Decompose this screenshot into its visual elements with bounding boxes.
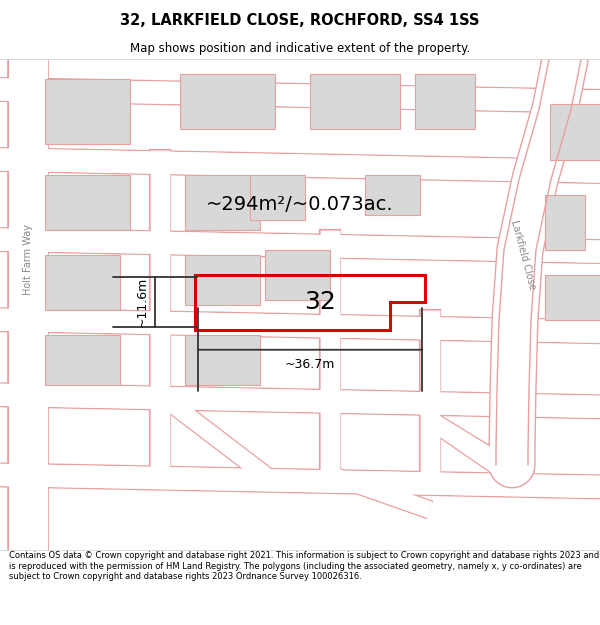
Text: ~294m²/~0.073ac.: ~294m²/~0.073ac. [206,195,394,214]
Bar [45,335,120,385]
Bar [265,249,330,299]
Text: 32, LARKFIELD CLOSE, ROCHFORD, SS4 1SS: 32, LARKFIELD CLOSE, ROCHFORD, SS4 1SS [120,13,480,28]
Bar [545,194,585,249]
Text: ~36.7m: ~36.7m [285,357,335,371]
Bar [310,74,400,129]
Bar [250,174,305,219]
Bar [180,74,275,129]
Text: Contains OS data © Crown copyright and database right 2021. This information is : Contains OS data © Crown copyright and d… [9,551,599,581]
Text: Larkfield Close: Larkfield Close [509,219,537,291]
Bar [185,174,260,229]
Bar [415,74,475,129]
Bar [185,335,260,385]
Text: Holt Farm Way: Holt Farm Way [23,224,33,295]
Text: ~11.6m: ~11.6m [136,277,149,328]
Bar [365,174,420,214]
Text: Map shows position and indicative extent of the property.: Map shows position and indicative extent… [130,41,470,54]
Bar [45,174,130,229]
Bar [45,79,130,144]
Bar [545,274,600,320]
Bar [550,104,600,159]
Bar [185,254,260,304]
Bar [45,254,120,310]
Text: 32: 32 [304,290,335,314]
